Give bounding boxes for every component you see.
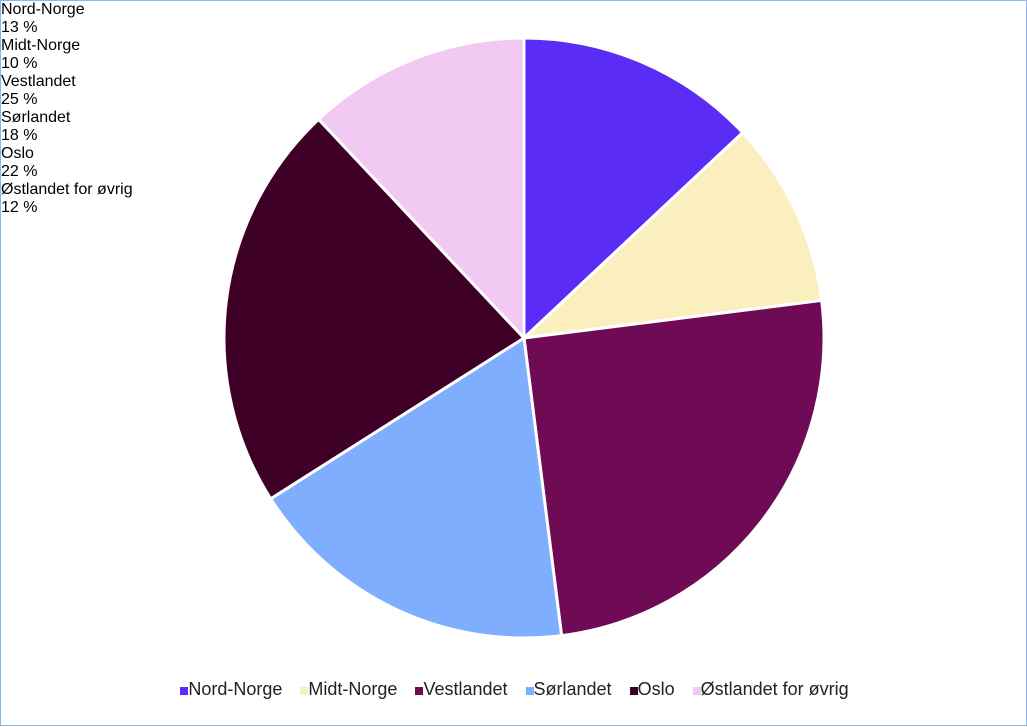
pie-slice: [522, 298, 826, 638]
slice-label: Vestlandet 25 %: [1, 73, 1026, 109]
legend-swatch: [415, 687, 424, 695]
pie-slice: [222, 117, 527, 501]
slice-category: Vestlandet: [1, 73, 76, 90]
pie-slice: [268, 335, 564, 640]
pie-slice: [316, 36, 526, 342]
slice-label: Nord-Norge 13 %: [1, 1, 1026, 37]
slice-value: 25 %: [1, 91, 38, 108]
legend-label: Østlandet for øvrig: [700, 679, 849, 699]
legend-item: Midt-Norge: [300, 679, 397, 700]
slice-value: 10 %: [1, 55, 38, 72]
legend-label: Sørlandet: [533, 679, 612, 699]
legend-label: Nord-Norge: [188, 679, 283, 699]
pie-slice: [519, 130, 824, 341]
slice-category: Sørlandet: [1, 109, 71, 126]
slice-value: 12 %: [1, 199, 38, 216]
slice-category: Oslo: [1, 145, 34, 162]
slice-value: 22 %: [1, 163, 38, 180]
slice-value: 18 %: [1, 127, 38, 144]
legend-swatch: [629, 687, 638, 695]
legend-label: Midt-Norge: [308, 679, 398, 699]
slice-value: 13 %: [1, 19, 38, 36]
legend: Nord-Norge Midt-Norge Vestlandet Sørlandet O…: [1, 679, 1027, 700]
legend-swatch: [180, 687, 189, 695]
legend-item: Østlandet for øvrig: [692, 679, 849, 700]
legend-item: Sørlandet: [525, 679, 612, 700]
legend-swatch: [300, 687, 309, 695]
slice-label: Oslo 22 %: [1, 145, 1026, 181]
slice-label: Østlandet for øvrig 12 %: [1, 181, 1026, 217]
legend-item: Oslo: [629, 679, 675, 700]
pie-slice: [522, 36, 745, 342]
slice-category: Midt-Norge: [1, 37, 81, 54]
slice-label: Sørlandet 18 %: [1, 109, 1026, 145]
legend-label: Oslo: [637, 679, 675, 699]
legend-swatch: [525, 687, 534, 695]
legend-swatch: [692, 687, 701, 695]
slice-category: Østlandet for øvrig: [1, 181, 133, 198]
legend-item: Nord-Norge: [180, 679, 282, 700]
legend-label: Vestlandet: [423, 679, 508, 699]
legend-item: Vestlandet: [415, 679, 508, 700]
slice-label: Midt-Norge 10 %: [1, 37, 1026, 73]
slice-category: Nord-Norge: [1, 1, 85, 18]
